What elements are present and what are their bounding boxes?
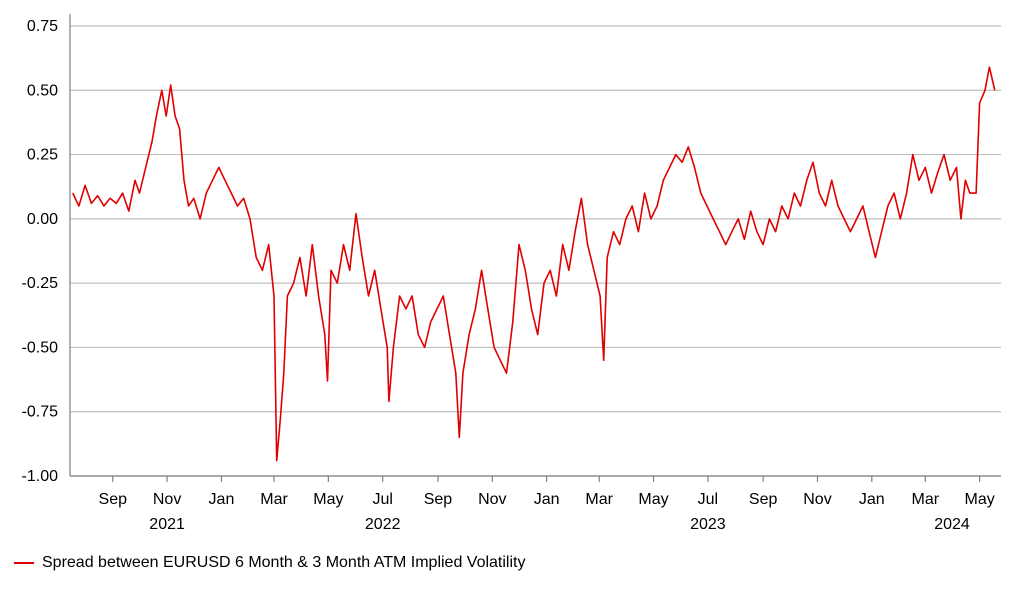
y-tick-label: 0.75: [27, 18, 58, 35]
x-tick-label: Sep: [99, 491, 128, 508]
series-line-0: [71, 66, 996, 462]
x-tick-label: Jul: [372, 491, 392, 508]
legend-label: Spread between EURUSD 6 Month & 3 Month …: [42, 554, 526, 571]
x-tick-label: Nov: [803, 491, 831, 508]
x-tick-label: Mar: [260, 491, 288, 508]
x-tick-label: Nov: [478, 491, 506, 508]
x-tick-label: Nov: [153, 491, 181, 508]
y-tick-label: -0.50: [22, 339, 59, 356]
y-tick-label: 0.50: [27, 82, 58, 99]
x-tick-label: Mar: [585, 491, 613, 508]
x-tick-label: Jan: [534, 491, 560, 508]
series-group: [71, 66, 996, 462]
year-label: 2021: [149, 516, 185, 533]
y-tick-label: -1.00: [22, 468, 59, 485]
legend-swatch-icon: [14, 562, 34, 564]
x-axis: Sep Nov Jan Mar May Jul Sep Nov Jan Mar May Jul Sep N…: [69, 14, 1001, 533]
x-tick-label: May: [313, 491, 343, 508]
y-axis-ticks: 0.75 0.50 0.25 0.00 -0.25 -0.50 -0.75 -1.00: [22, 18, 59, 485]
x-tick-label: May: [638, 491, 668, 508]
y-tick-label: 0.00: [27, 211, 58, 228]
x-tick-label: Jul: [698, 491, 718, 508]
y-tick-label: -0.25: [22, 275, 59, 292]
year-label: 2023: [690, 516, 726, 533]
gridlines: [70, 25, 1001, 477]
y-tick-label: 0.25: [27, 147, 58, 164]
x-tick-label: Mar: [911, 491, 939, 508]
y-tick-label: -0.75: [22, 404, 59, 421]
x-tick-label: Sep: [749, 491, 778, 508]
legend: Spread between EURUSD 6 Month & 3 Month …: [14, 551, 525, 575]
x-tick-label: Jan: [859, 491, 885, 508]
x-tick-label: May: [965, 491, 995, 508]
x-tick-label: Sep: [424, 491, 453, 508]
year-label: 2022: [365, 516, 401, 533]
x-tick-label: Jan: [209, 491, 235, 508]
year-label: 2024: [934, 516, 970, 533]
